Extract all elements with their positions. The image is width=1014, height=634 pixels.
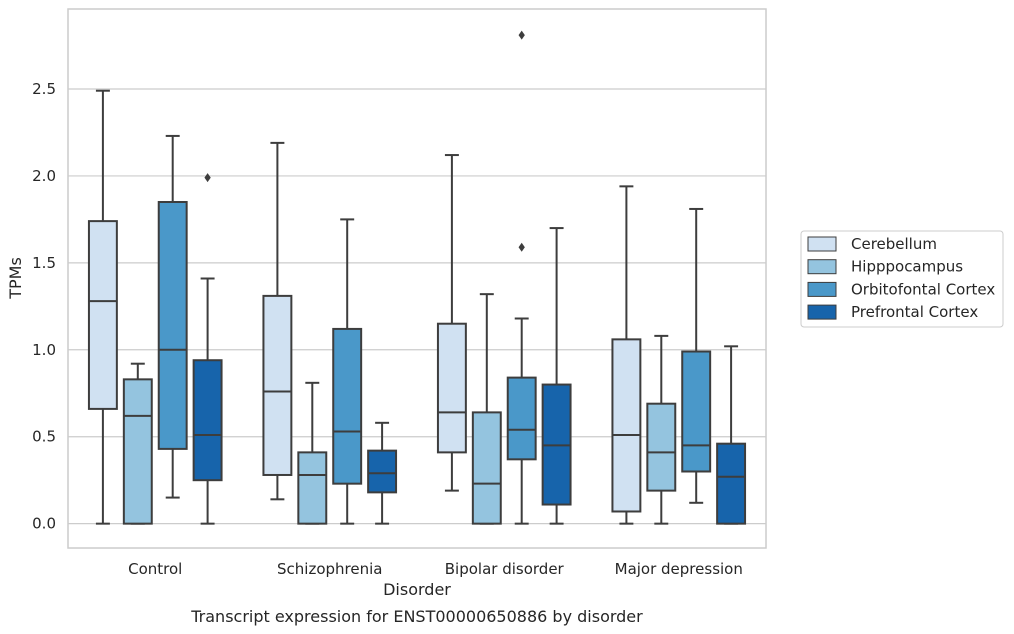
box	[122, 378, 153, 525]
legend-swatch	[807, 304, 837, 320]
outlier-point	[518, 242, 525, 252]
y-axis-title: TPMs	[6, 257, 25, 300]
legend-label: Prefrontal Cortex	[851, 303, 978, 321]
box	[157, 200, 188, 450]
box-plot-group	[122, 362, 153, 525]
box	[646, 402, 677, 492]
outlier-point	[204, 173, 211, 183]
box-plot-group	[611, 185, 642, 525]
box	[716, 442, 747, 525]
box-plot-group	[681, 207, 712, 504]
y-tick-label: 0.5	[32, 428, 56, 446]
box-plot-group	[471, 293, 502, 525]
box	[87, 220, 118, 410]
x-tick-label: Major depression	[615, 560, 743, 578]
y-tick-label: 1.0	[32, 341, 56, 359]
outlier-point	[518, 30, 525, 40]
chart-caption: Transcript expression for ENST0000065088…	[190, 607, 643, 626]
x-tick-label: Schizophrenia	[277, 560, 382, 578]
box	[192, 359, 223, 482]
legend-label: Hipppocampus	[851, 258, 963, 276]
box-plot-group	[541, 227, 572, 525]
y-tick-label: 1.5	[32, 254, 56, 272]
box-plot-group	[367, 421, 398, 525]
plot-area-frame	[67, 8, 767, 549]
legend-label: Cerebellum	[851, 235, 937, 253]
box	[367, 449, 398, 494]
box-plot-group	[332, 218, 363, 525]
box-plot-group	[506, 30, 537, 525]
legend-frame	[800, 230, 1004, 328]
box	[471, 411, 502, 525]
legend-swatch	[807, 259, 837, 275]
legend: Cerebellum Hipppocampus Orbitofontal Corte…	[800, 230, 1004, 328]
y-tick-label: 2.5	[32, 80, 56, 98]
y-tick-label: 2.0	[32, 167, 56, 185]
legend-swatch	[807, 236, 837, 252]
box	[506, 376, 537, 461]
box	[681, 350, 712, 473]
x-tick-label: Bipolar disorder	[445, 560, 565, 578]
legend-swatch	[807, 281, 837, 297]
box-plot-group	[157, 134, 188, 499]
y-tick-labels: 0.0 0.5 1.0 1.5 2.0 2.5	[32, 80, 56, 533]
box	[332, 327, 363, 485]
box-plot-group	[297, 381, 328, 525]
box	[436, 322, 467, 454]
box-plot-group	[646, 334, 677, 525]
box-plot-group	[436, 154, 467, 492]
x-tick-labels: Control Schizophrenia Bipolar disorder Majo…	[128, 560, 743, 578]
box-plot-group	[87, 89, 118, 525]
box-plot-group	[262, 141, 293, 501]
box-plot-group	[192, 173, 223, 525]
box	[611, 338, 642, 513]
x-axis-title: Disorder	[383, 580, 451, 599]
x-tick-label: Control	[128, 560, 182, 578]
legend-items: Cerebellum Hipppocampus Orbitofontal Corte…	[807, 235, 995, 321]
y-tick-label: 0.0	[32, 515, 56, 533]
box	[297, 451, 328, 525]
legend-label: Orbitofontal Cortex	[851, 280, 995, 298]
box-plot-series	[87, 30, 747, 525]
box	[262, 294, 293, 476]
box-plot-group	[716, 345, 747, 525]
